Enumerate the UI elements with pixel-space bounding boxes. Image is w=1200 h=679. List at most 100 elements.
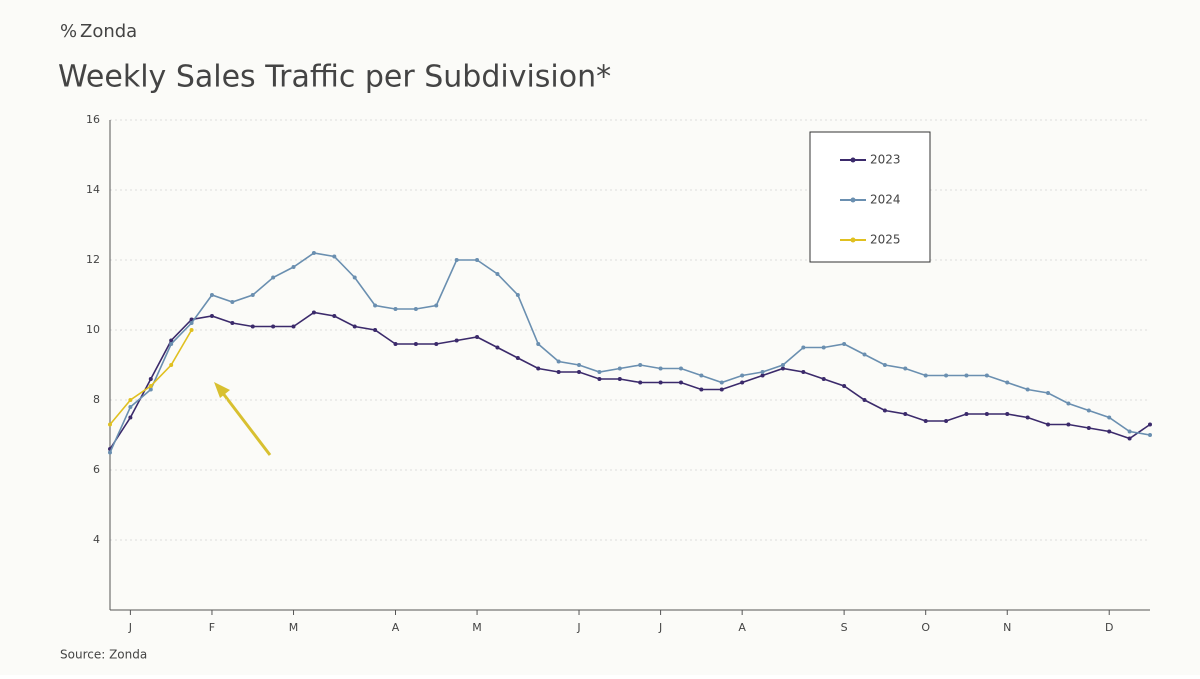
point	[801, 345, 806, 350]
point	[944, 373, 949, 378]
point	[944, 419, 949, 423]
point	[1005, 380, 1010, 385]
point	[699, 387, 704, 392]
point	[678, 366, 683, 371]
point	[1127, 436, 1132, 441]
point	[1086, 408, 1091, 413]
point	[250, 324, 255, 329]
point	[454, 258, 459, 262]
point	[373, 303, 378, 308]
point	[658, 380, 663, 385]
point	[189, 321, 194, 325]
point	[169, 342, 174, 346]
y-tick-label: 6	[93, 463, 100, 476]
point	[230, 300, 235, 304]
point	[189, 328, 194, 332]
point	[801, 370, 806, 374]
point	[760, 373, 765, 378]
point	[638, 363, 643, 367]
y-tick-label: 12	[86, 253, 100, 266]
point	[1046, 422, 1051, 427]
point	[984, 412, 989, 416]
point	[413, 342, 418, 346]
legend-marker	[850, 197, 856, 203]
x-tick-label: D	[1105, 621, 1113, 634]
point	[923, 419, 928, 423]
point	[903, 412, 908, 416]
point	[821, 377, 826, 381]
point	[434, 342, 439, 346]
legend-label: 2023	[870, 153, 901, 167]
x-tick-label: A	[738, 621, 746, 634]
point	[740, 373, 745, 378]
point	[903, 366, 908, 371]
annotation-arrow	[214, 382, 272, 456]
point	[1005, 412, 1010, 416]
point	[536, 342, 541, 346]
point	[964, 412, 969, 416]
point	[128, 398, 133, 402]
logo-mark: %	[60, 21, 77, 42]
point	[658, 366, 663, 371]
point	[1127, 429, 1132, 434]
y-tick-label: 14	[86, 183, 100, 196]
legend-box	[809, 131, 931, 263]
point	[719, 387, 724, 392]
point	[454, 338, 459, 343]
point	[577, 370, 582, 374]
point	[352, 324, 357, 329]
y-tick-label: 8	[93, 393, 100, 406]
brand: Zonda	[80, 21, 137, 42]
point	[413, 307, 418, 311]
point	[577, 363, 582, 367]
y-tick-label: 4	[93, 533, 100, 546]
point	[332, 314, 337, 318]
series-line	[109, 252, 1151, 453]
point	[678, 380, 683, 385]
x-tick-label: J	[128, 621, 132, 634]
point	[148, 387, 153, 392]
point	[1066, 422, 1071, 427]
source: Source: Zonda	[60, 648, 147, 662]
point	[515, 293, 520, 297]
point	[515, 356, 520, 360]
point	[780, 366, 785, 371]
point	[780, 363, 785, 367]
legend-marker	[850, 237, 856, 243]
point	[291, 265, 296, 269]
point	[740, 380, 745, 385]
point	[842, 342, 847, 346]
point	[556, 359, 561, 364]
point	[209, 293, 214, 297]
point	[495, 345, 500, 350]
point	[1066, 401, 1071, 406]
point	[842, 384, 847, 388]
point	[984, 373, 989, 378]
point	[311, 310, 316, 315]
point	[923, 373, 928, 378]
x-tick-label: J	[658, 621, 662, 634]
point	[760, 370, 765, 374]
point	[1107, 415, 1112, 420]
point	[1148, 433, 1152, 437]
point	[332, 254, 337, 259]
x-tick-label: F	[209, 621, 215, 634]
x-tick-label: N	[1003, 621, 1011, 634]
point	[108, 422, 112, 427]
point	[169, 338, 174, 343]
point	[617, 366, 622, 371]
point	[1148, 422, 1152, 427]
legend-label: 2024	[870, 193, 901, 207]
point	[556, 370, 561, 374]
point	[373, 328, 378, 332]
point	[108, 450, 112, 455]
point	[1025, 415, 1030, 420]
point	[1025, 387, 1030, 392]
point	[536, 366, 541, 371]
point	[964, 373, 969, 378]
point	[719, 380, 724, 385]
point	[1107, 429, 1112, 434]
x-tick-label: J	[576, 621, 580, 634]
